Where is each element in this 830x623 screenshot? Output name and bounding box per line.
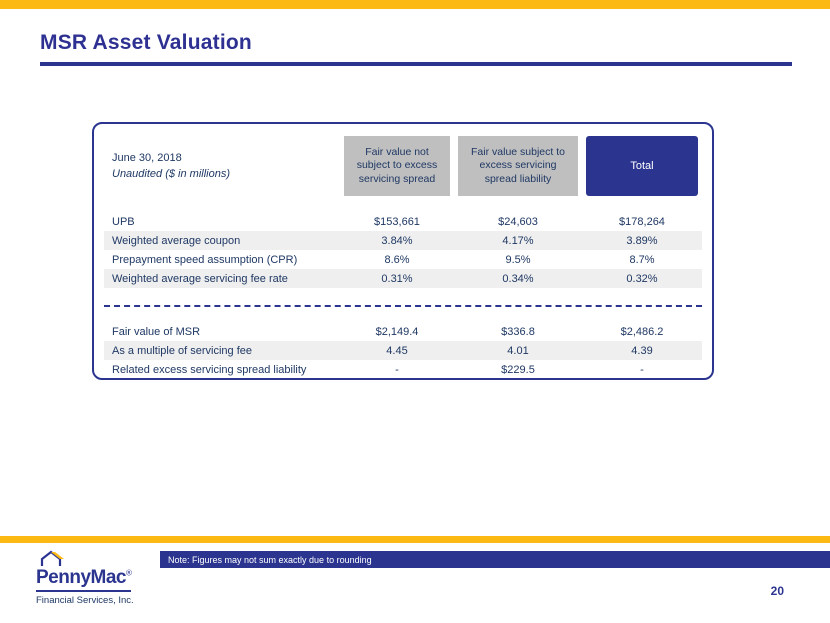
row-value: -: [640, 363, 644, 376]
table-row-upb: UPB $153,661 $24,603 $178,264: [104, 212, 702, 231]
column-header-total: Total: [586, 136, 698, 196]
row-label: Fair value of MSR: [112, 325, 201, 338]
row-value: $229.5: [501, 363, 535, 376]
registered-mark: ®: [125, 568, 132, 578]
table-row-excess-liability: Related excess servicing spread liabilit…: [104, 360, 702, 379]
footnote: Note: Figures may not sum exactly due to…: [168, 554, 372, 565]
row-value: -: [395, 363, 399, 376]
row-value: 4.39: [631, 344, 653, 357]
row-label: Weighted average servicing fee rate: [112, 272, 288, 285]
row-value: 0.31%: [381, 272, 413, 285]
row-value: $178,264: [619, 215, 665, 228]
row-value: $2,486.2: [620, 325, 664, 338]
row-label: Weighted average coupon: [112, 234, 241, 247]
row-value: 3.89%: [626, 234, 658, 247]
row-label: Related excess servicing spread liabilit…: [112, 363, 307, 376]
table-row-coupon: Weighted average coupon 3.84% 4.17% 3.89…: [104, 231, 702, 250]
table-body: UPB $153,661 $24,603 $178,264 Weighted a…: [104, 212, 702, 379]
table-row-fair-value: Fair value of MSR $2,149.4 $336.8 $2,486…: [104, 322, 702, 341]
row-value: 4.01: [507, 344, 529, 357]
footer-bar: Note: Figures may not sum exactly due to…: [160, 551, 830, 568]
row-value: 4.17%: [502, 234, 534, 247]
bottom-accent-bar: [0, 536, 830, 543]
row-value: $336.8: [501, 325, 535, 338]
table-header-row: June 30, 2018 Unaudited ($ in millions) …: [104, 134, 702, 198]
date-label: June 30, 2018: [112, 151, 182, 164]
row-value: 8.6%: [384, 253, 410, 266]
table-row-fee-rate: Weighted average servicing fee rate 0.31…: [104, 269, 702, 288]
dashed-divider: [104, 305, 702, 307]
table-caption: June 30, 2018 Unaudited ($ in millions): [104, 150, 336, 183]
row-value: $2,149.4: [375, 325, 419, 338]
logo-wordmark: PennyMac®: [36, 568, 132, 592]
row-value: 9.5%: [505, 253, 531, 266]
row-label: As a multiple of servicing fee: [112, 344, 253, 357]
title-divider: [40, 62, 792, 66]
unaudited-label: Unaudited ($ in millions): [112, 168, 230, 180]
msr-valuation-table: June 30, 2018 Unaudited ($ in millions) …: [92, 122, 714, 380]
pennymac-logo: PennyMac® Financial Services, Inc.: [36, 550, 168, 606]
row-value: 8.7%: [629, 253, 655, 266]
page-number: 20: [770, 584, 784, 598]
row-label: Prepayment speed assumption (CPR): [112, 253, 298, 266]
top-accent-bar: [0, 0, 830, 9]
page-title: MSR Asset Valuation: [40, 31, 252, 54]
row-label: UPB: [112, 215, 135, 228]
table-row-multiple: As a multiple of servicing fee 4.45 4.01…: [104, 341, 702, 360]
column-header-subject: Fair value subject to excess servicing s…: [458, 136, 578, 196]
table-row-cpr: Prepayment speed assumption (CPR) 8.6% 9…: [104, 250, 702, 269]
row-value: 4.45: [386, 344, 408, 357]
row-value: $153,661: [374, 215, 420, 228]
row-value: 0.32%: [626, 272, 658, 285]
row-value: 0.34%: [502, 272, 534, 285]
row-value: 3.84%: [381, 234, 413, 247]
logo-subtitle: Financial Services, Inc.: [36, 595, 134, 606]
column-header-not-subject: Fair value not subject to excess servici…: [344, 136, 450, 196]
pennymac-house-icon: [40, 550, 64, 566]
row-value: $24,603: [498, 215, 538, 228]
